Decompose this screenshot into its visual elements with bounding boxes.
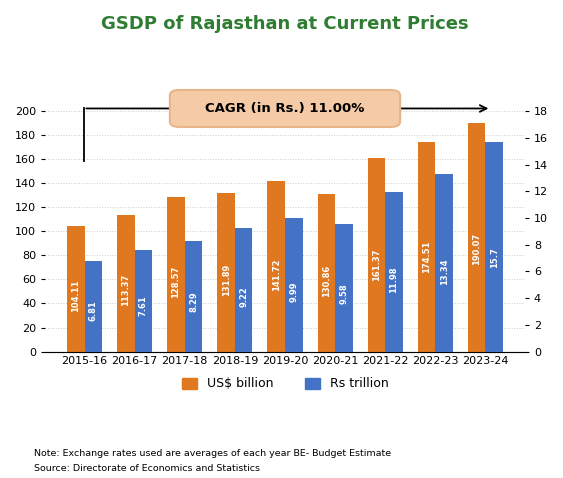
Bar	[418, 142, 435, 351]
Text: 130.86: 130.86	[322, 265, 331, 297]
Bar	[385, 192, 403, 351]
Bar	[485, 142, 503, 351]
Legend: US$ billion, Rs trillion: US$ billion, Rs trillion	[177, 372, 393, 395]
Text: 174.51: 174.51	[422, 241, 431, 273]
Text: 8.29: 8.29	[189, 292, 198, 312]
Text: 6.81: 6.81	[89, 300, 98, 321]
Text: 7.61: 7.61	[139, 295, 148, 316]
Text: 15.7: 15.7	[490, 247, 499, 268]
Bar	[335, 224, 352, 351]
Text: 9.58: 9.58	[339, 283, 348, 304]
Text: 9.22: 9.22	[239, 286, 248, 306]
Text: CAGR (in Rs.) 11.00%: CAGR (in Rs.) 11.00%	[205, 102, 365, 115]
Text: 190.07: 190.07	[472, 233, 481, 265]
Bar	[67, 227, 84, 351]
Text: 161.37: 161.37	[372, 248, 381, 281]
Text: 13.34: 13.34	[440, 258, 449, 285]
Text: Note: Exchange rates used are averages of each year BE- Budget Estimate: Note: Exchange rates used are averages o…	[34, 449, 391, 458]
Bar	[135, 250, 152, 351]
Title: GSDP of Rajasthan at Current Prices: GSDP of Rajasthan at Current Prices	[101, 15, 469, 33]
Bar	[217, 193, 235, 351]
Text: 113.37: 113.37	[122, 274, 131, 306]
Bar	[84, 261, 102, 351]
Text: 11.98: 11.98	[390, 266, 399, 293]
Bar	[117, 216, 135, 351]
Bar	[267, 181, 285, 351]
Bar	[167, 197, 185, 351]
Text: 9.99: 9.99	[289, 281, 298, 302]
Text: 131.89: 131.89	[222, 264, 231, 296]
Text: 141.72: 141.72	[272, 259, 281, 291]
Bar	[468, 123, 485, 351]
Text: Source: Directorate of Economics and Statistics: Source: Directorate of Economics and Sta…	[34, 464, 260, 473]
Bar	[235, 228, 252, 351]
Bar	[285, 218, 302, 351]
Bar	[185, 241, 202, 351]
Bar	[435, 174, 453, 351]
Bar	[318, 195, 335, 351]
FancyBboxPatch shape	[170, 90, 400, 127]
Text: 104.11: 104.11	[72, 279, 81, 312]
Text: 128.57: 128.57	[172, 266, 181, 298]
Bar	[368, 158, 385, 351]
